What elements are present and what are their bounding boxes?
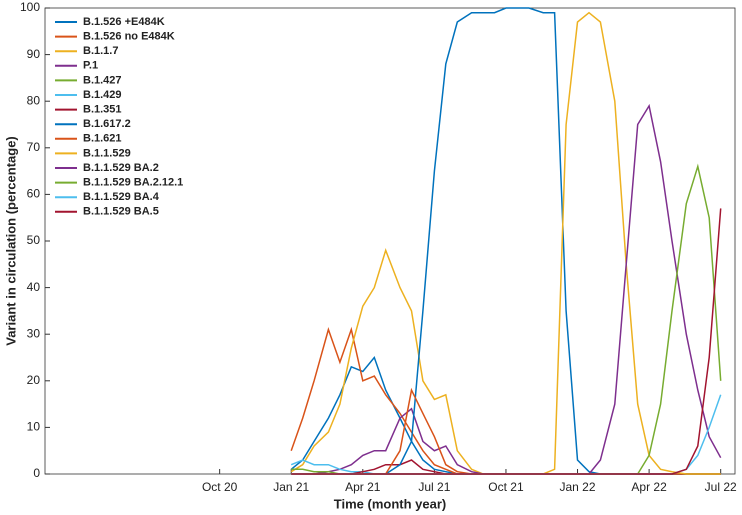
legend-label: B.1.1.529 bbox=[83, 147, 131, 159]
y-tick-label: 20 bbox=[27, 373, 41, 387]
y-tick-label: 90 bbox=[27, 47, 41, 61]
x-tick-label: Jul 21 bbox=[418, 480, 450, 494]
x-tick-label: Jan 21 bbox=[273, 480, 309, 494]
x-axis-label: Time (month year) bbox=[334, 496, 446, 511]
legend-label: B.1.1.529 BA.2 bbox=[83, 162, 159, 174]
legend-label: B.1.526 +E484K bbox=[83, 16, 165, 28]
x-tick-label: Jul 22 bbox=[705, 480, 737, 494]
legend-label: B.1.1.529 BA.5 bbox=[83, 206, 159, 218]
legend-label: P.1 bbox=[83, 60, 98, 72]
series-line bbox=[291, 11, 721, 475]
legend-label: B.1.429 bbox=[83, 89, 122, 101]
x-tick-label: Oct 21 bbox=[488, 480, 524, 494]
series-line bbox=[290, 247, 721, 475]
y-tick-label: 100 bbox=[20, 0, 40, 14]
y-tick-label: 60 bbox=[27, 187, 41, 201]
legend-label: B.1.617.2 bbox=[83, 118, 131, 130]
y-tick-label: 30 bbox=[27, 326, 41, 340]
y-tick-label: 40 bbox=[27, 280, 41, 294]
x-tick-label: Oct 20 bbox=[202, 480, 238, 494]
series-line bbox=[290, 355, 721, 475]
y-tick-label: 70 bbox=[27, 140, 41, 154]
legend-label: B.1.1.7 bbox=[83, 45, 118, 57]
series-line bbox=[291, 7, 721, 475]
y-tick-label: 50 bbox=[27, 233, 41, 247]
x-tick-label: Apr 22 bbox=[631, 480, 667, 494]
x-tick-label: Apr 21 bbox=[345, 480, 381, 494]
legend-label: B.1.621 bbox=[83, 133, 122, 145]
series-line bbox=[291, 163, 722, 475]
plot-frame bbox=[44, 7, 736, 475]
y-tick-label: 10 bbox=[27, 420, 41, 434]
legend-label: B.1.526 no E484K bbox=[83, 31, 175, 43]
y-tick-label: 0 bbox=[33, 466, 40, 480]
y-tick-label: 80 bbox=[27, 93, 41, 107]
y-axis-label: Variant in circulation (percentage) bbox=[3, 136, 18, 346]
legend-label: B.1.427 bbox=[83, 74, 122, 86]
series-line bbox=[290, 326, 721, 475]
x-tick-label: Jan 22 bbox=[560, 480, 596, 494]
legend-label: B.1.351 bbox=[83, 104, 122, 116]
legend-label: B.1.1.529 BA.2.12.1 bbox=[83, 177, 183, 189]
legend-label: B.1.1.529 BA.4 bbox=[83, 191, 160, 203]
series-line bbox=[291, 103, 722, 475]
series-line bbox=[291, 208, 722, 475]
